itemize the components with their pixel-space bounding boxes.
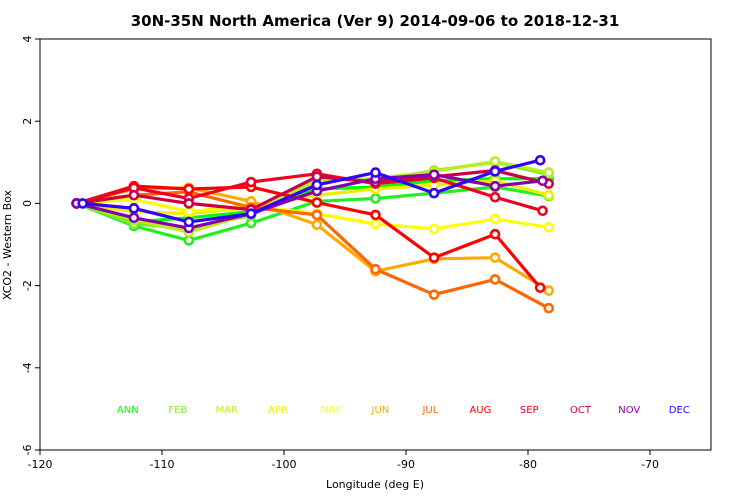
data-point bbox=[370, 263, 381, 275]
legend-entry: NOV bbox=[618, 405, 640, 416]
y-tick-label: 4 bbox=[21, 36, 34, 43]
data-point bbox=[370, 193, 381, 204]
data-point bbox=[489, 166, 501, 177]
series-aug bbox=[71, 180, 546, 293]
series-layer bbox=[71, 154, 555, 314]
data-point bbox=[543, 285, 555, 296]
y-tick-label: 0 bbox=[21, 200, 34, 207]
data-point bbox=[489, 180, 501, 192]
legend-entry: JUN bbox=[371, 405, 390, 416]
data-point bbox=[77, 198, 88, 209]
data-point bbox=[489, 156, 501, 167]
legend: ANN FEB MAR APR MAY JUN JUL AUG SEP OCT NOV DEC bbox=[117, 405, 690, 416]
data-point bbox=[311, 219, 323, 231]
data-point bbox=[543, 302, 555, 314]
data-point bbox=[311, 209, 323, 221]
y-axis: -6 -4 -2 0 2 4 bbox=[21, 36, 40, 456]
data-point bbox=[543, 189, 555, 201]
data-point bbox=[370, 209, 381, 221]
data-point bbox=[128, 203, 140, 214]
legend-entry: ANN bbox=[117, 405, 139, 416]
series-jul bbox=[71, 186, 555, 314]
legend-entry: MAR bbox=[215, 405, 237, 416]
data-point bbox=[128, 212, 140, 224]
legend-entry: AUG bbox=[469, 405, 491, 416]
data-point bbox=[183, 235, 195, 246]
data-point bbox=[489, 228, 501, 240]
data-point bbox=[311, 197, 323, 208]
data-point bbox=[183, 216, 195, 228]
data-point bbox=[428, 169, 440, 180]
data-point bbox=[245, 176, 257, 188]
data-point bbox=[543, 221, 555, 233]
data-point bbox=[534, 282, 546, 293]
data-point bbox=[489, 213, 501, 225]
x-axis: -120 -110 -100 -90 -80 -70 bbox=[28, 450, 659, 471]
data-point bbox=[245, 208, 257, 219]
data-point bbox=[489, 252, 501, 263]
data-point bbox=[370, 167, 381, 178]
y-tick-label: -2 bbox=[21, 280, 34, 291]
legend-entry: JUL bbox=[421, 405, 438, 416]
legend-entry: OCT bbox=[570, 405, 592, 416]
y-axis-label: XCO2 - Western Box bbox=[1, 189, 14, 300]
data-point bbox=[183, 183, 195, 195]
data-point bbox=[428, 252, 440, 263]
data-point bbox=[534, 154, 546, 166]
data-point bbox=[128, 189, 140, 201]
plot-frame bbox=[39, 38, 712, 451]
data-point bbox=[537, 205, 548, 217]
x-tick-label: -100 bbox=[272, 458, 297, 471]
data-point bbox=[489, 191, 501, 203]
legend-entry: SEP bbox=[520, 405, 539, 416]
data-point bbox=[428, 289, 440, 300]
legend-entry: APR bbox=[268, 405, 288, 416]
x-tick-label: -110 bbox=[150, 458, 175, 471]
y-tick-label: -6 bbox=[21, 445, 34, 456]
x-tick-label: -120 bbox=[28, 458, 53, 471]
legend-entry: DEC bbox=[669, 405, 690, 416]
chart-title: 30N-35N North America (Ver 9) 2014-09-06… bbox=[131, 12, 620, 30]
x-axis-label: Longitude (deg E) bbox=[326, 478, 424, 491]
series-dec bbox=[77, 154, 546, 228]
x-tick-label: -80 bbox=[519, 458, 537, 471]
data-point bbox=[428, 223, 440, 235]
data-point bbox=[311, 179, 323, 191]
data-point bbox=[370, 218, 381, 230]
data-point bbox=[311, 171, 323, 182]
legend-entry: MAY bbox=[320, 405, 342, 416]
data-point bbox=[183, 206, 195, 217]
series-line bbox=[76, 190, 550, 310]
x-tick-label: -70 bbox=[641, 458, 659, 471]
data-point bbox=[537, 175, 548, 187]
data-point bbox=[489, 274, 501, 285]
data-point bbox=[543, 167, 555, 178]
y-tick-label: -4 bbox=[21, 362, 34, 373]
data-point bbox=[428, 187, 440, 199]
y-tick-label: 2 bbox=[21, 118, 34, 125]
x-tick-label: -90 bbox=[397, 458, 415, 471]
data-point bbox=[183, 198, 195, 209]
legend-entry: FEB bbox=[168, 405, 187, 416]
